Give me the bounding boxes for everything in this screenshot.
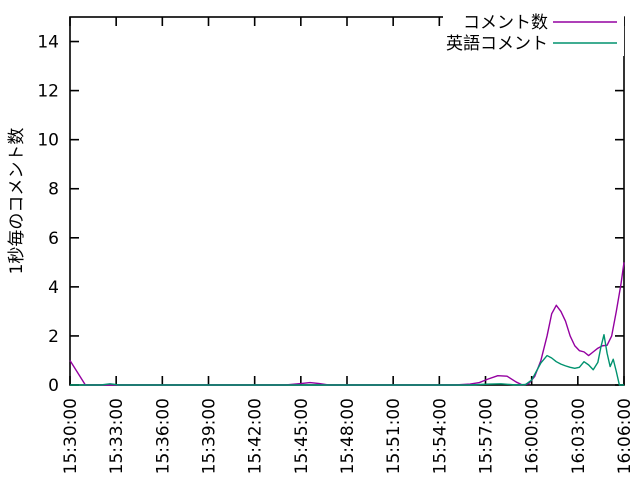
x-tick-label: 16:00:00 — [523, 398, 543, 474]
legend-background — [443, 12, 624, 56]
y-tick-label: 2 — [48, 327, 59, 347]
x-tick-label: 16:03:00 — [569, 398, 589, 474]
x-tick-label: 15:30:00 — [61, 398, 81, 474]
y-tick-label: 10 — [37, 131, 59, 151]
y-tick-label: 8 — [48, 180, 59, 200]
y-axis-title: 1秒毎のコメント数 — [7, 128, 27, 275]
y-tick-label: 4 — [48, 278, 59, 298]
x-tick-label: 15:48:00 — [338, 398, 358, 474]
y-tick-label: 12 — [37, 82, 59, 102]
x-tick-label: 15:54:00 — [430, 398, 450, 474]
y-tick-label: 14 — [37, 33, 59, 53]
x-tick-label: 15:39:00 — [200, 398, 220, 474]
chart-legend: コメント数 英語コメント — [443, 12, 624, 56]
x-tick-label: 15:36:00 — [153, 398, 173, 474]
x-tick-label: 15:42:00 — [246, 398, 266, 474]
y-tick-label: 0 — [48, 376, 59, 396]
x-tick-label: 15:33:00 — [107, 398, 127, 474]
legend-label-comment-count: コメント数 — [463, 13, 548, 33]
x-tick-label: 15:51:00 — [384, 398, 404, 474]
y-axis: 0 2 4 6 8 10 12 14 — [37, 33, 624, 396]
plot-frame — [69, 16, 625, 386]
series-line-comment-count — [69, 262, 625, 386]
x-tick-label: 15:57:00 — [477, 398, 497, 474]
x-axis: 15:30:00 15:33:00 15:36:00 15:39:00 15:42:00… — [61, 17, 635, 474]
data-series-group — [69, 262, 625, 386]
x-tick-label: 16:06:00 — [615, 398, 635, 474]
series-line-english-comment — [70, 334, 624, 386]
x-tick-label: 15:45:00 — [292, 398, 312, 474]
y-tick-label: 6 — [48, 229, 59, 249]
legend-label-english-comment: 英語コメント — [446, 34, 548, 54]
